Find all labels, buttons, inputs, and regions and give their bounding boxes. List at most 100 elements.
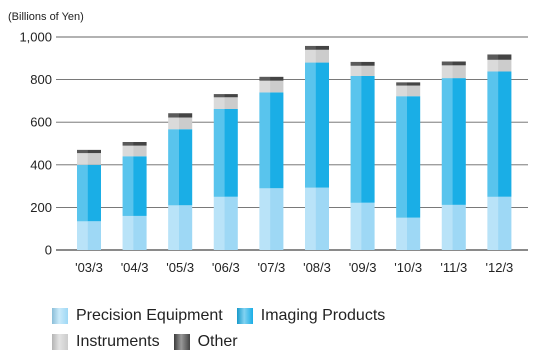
bar-highlight: [396, 85, 407, 97]
bar-imaging-products-03-3: [77, 164, 101, 222]
bar-other-07-3: [259, 76, 284, 81]
bar-other-08-3: [305, 45, 329, 50]
bar-highlight: [168, 129, 179, 206]
legend-swatch-precision-equipment: [52, 308, 68, 324]
bar-imaging-products-05-3: [168, 129, 193, 206]
x-tick-label: '06/3: [212, 260, 240, 275]
unit-label: (Billions of Yen): [8, 11, 84, 23]
bar-other-06-3: [213, 94, 238, 98]
bar-highlight: [350, 65, 362, 76]
bar-instruments-03-3: [77, 153, 101, 165]
legend-label-other: Other: [197, 333, 238, 350]
bar-highlight: [396, 217, 407, 250]
bar-instruments-11-3: [441, 65, 466, 79]
legend-item-imaging-products: Imaging Products: [236, 307, 386, 325]
bar-instruments-09-3: [350, 65, 375, 76]
bar-highlight: [259, 80, 271, 93]
y-tick-label: 0: [45, 243, 52, 258]
bar-highlight: [168, 113, 179, 118]
bar-other-05-3: [168, 113, 193, 118]
x-tick-label: '04/3: [121, 260, 149, 275]
legend-swatch-instruments: [52, 334, 68, 350]
legend-row-2: Instruments Other: [52, 330, 532, 354]
bar-highlight: [396, 82, 407, 86]
bar-other-11-3: [441, 61, 466, 66]
bar-highlight: [441, 65, 453, 79]
bar-highlight: [122, 215, 134, 250]
legend-swatch-imaging-products: [236, 308, 253, 324]
bar-instruments-08-3: [305, 49, 329, 63]
y-tick-label: 800: [30, 72, 52, 87]
legend: Precision Equipment Imaging Products Ins…: [52, 304, 532, 356]
bar-highlight: [122, 145, 134, 157]
legend-row-1: Precision Equipment Imaging Products: [52, 304, 532, 328]
legend-label-imaging-products: Imaging Products: [260, 307, 386, 324]
bar-highlight: [487, 71, 499, 197]
bar-highlight: [122, 156, 134, 216]
bar-highlight: [350, 61, 362, 66]
bar-highlight: [487, 54, 499, 60]
x-tick-label: '07/3: [258, 260, 286, 275]
bar-highlight: [441, 61, 453, 66]
x-axis-ticks: '03/3 '04/3 '05/3 '06/3 '07/3 '08/3 '09/3 '10/3…: [75, 260, 513, 275]
x-tick-label: '03/3: [75, 260, 103, 275]
bar-other-10-3: [396, 82, 421, 86]
bar-precision-equipment-05-3: [168, 205, 193, 250]
legend-swatch-other: [173, 334, 190, 350]
bar-other-03-3: [77, 149, 101, 154]
bar-precision-equipment-07-3: [259, 188, 284, 250]
x-tick-label: '12/3: [486, 260, 514, 275]
y-tick-label: 400: [30, 157, 52, 172]
bar-imaging-products-10-3: [396, 96, 421, 218]
bar-highlight: [441, 78, 453, 205]
bar-highlight: [487, 196, 499, 250]
bar-other-09-3: [350, 61, 375, 66]
bar-precision-equipment-10-3: [396, 217, 421, 250]
legend-label-precision-equipment: Precision Equipment: [76, 307, 223, 324]
bar-precision-equipment-09-3: [350, 202, 375, 250]
x-tick-label: '08/3: [303, 260, 331, 275]
bar-highlight: [77, 164, 88, 222]
bar-highlight: [213, 108, 225, 197]
bar-highlight: [168, 117, 179, 130]
bar-highlight: [350, 75, 362, 203]
bar-highlight: [122, 142, 134, 146]
bar-highlight: [259, 92, 271, 189]
bar-highlight: [213, 196, 225, 250]
bar-highlight: [305, 62, 316, 188]
bar-highlight: [305, 187, 316, 250]
bar-highlight: [77, 221, 88, 250]
bar-imaging-products-04-3: [122, 156, 147, 216]
bar-precision-equipment-04-3: [122, 215, 147, 250]
bar-highlight: [77, 153, 88, 165]
bar-precision-equipment-11-3: [441, 204, 466, 250]
y-tick-label: 600: [30, 115, 52, 130]
bars: [77, 45, 512, 250]
bar-instruments-10-3: [396, 85, 421, 97]
bar-imaging-products-07-3: [259, 92, 284, 189]
bar-imaging-products-11-3: [441, 78, 466, 205]
x-tick-label: '11/3: [440, 260, 467, 275]
bar-highlight: [213, 94, 225, 98]
x-tick-label: '10/3: [394, 260, 422, 275]
bar-highlight: [305, 49, 316, 63]
bar-highlight: [77, 149, 88, 154]
bar-highlight: [259, 76, 271, 81]
bar-instruments-05-3: [168, 117, 193, 130]
bar-instruments-07-3: [259, 80, 284, 93]
y-tick-label: 200: [30, 200, 52, 215]
stacked-bar-chart: (Billions of Yen) 0 200 400 600 800 1,000 '03…: [8, 11, 528, 275]
bar-precision-equipment-06-3: [213, 196, 238, 250]
bar-imaging-products-08-3: [305, 62, 329, 188]
bar-instruments-06-3: [213, 97, 238, 109]
bar-imaging-products-09-3: [350, 75, 375, 203]
bar-highlight: [441, 204, 453, 250]
bar-highlight: [350, 202, 362, 250]
bar-imaging-products-12-3: [487, 71, 512, 197]
legend-item-instruments: Instruments: [52, 333, 160, 351]
x-tick-label: '09/3: [349, 260, 377, 275]
bar-highlight: [259, 188, 271, 250]
bar-instruments-04-3: [122, 145, 147, 157]
bar-other-04-3: [122, 142, 147, 146]
bar-highlight: [396, 96, 407, 218]
